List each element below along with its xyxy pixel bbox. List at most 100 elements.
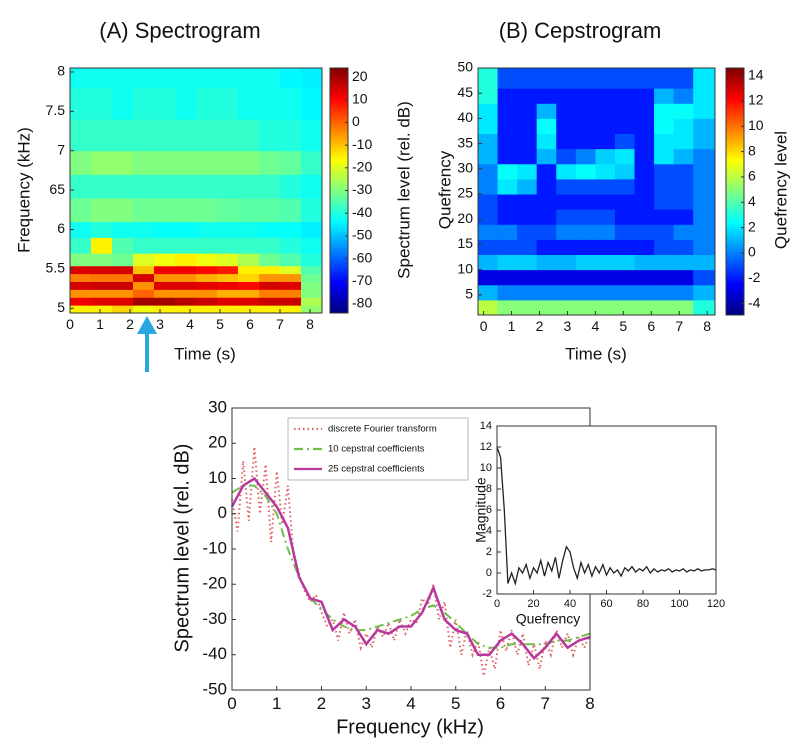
- y-tick-label: 65: [49, 181, 65, 197]
- heatmap-cell: [556, 88, 577, 104]
- x-tick-label: 6: [496, 694, 505, 713]
- heatmap-cell: [556, 178, 577, 195]
- y-tick-label: 6: [486, 504, 492, 516]
- heatmap-cell: [693, 194, 716, 210]
- heatmap-cell: [595, 68, 616, 89]
- heatmap-cell: [497, 284, 518, 301]
- heatmap-cell: [133, 174, 155, 199]
- heatmap-cell: [217, 297, 239, 306]
- heatmap-cell: [196, 221, 218, 238]
- y-tick-label: 8: [486, 483, 492, 495]
- x-tick-label: 8: [585, 694, 594, 713]
- heatmap-cell: [196, 281, 218, 290]
- heatmap-cell: [614, 209, 636, 225]
- heatmap-cell: [259, 281, 281, 290]
- series-line: [496, 446, 717, 586]
- heatmap-cell: [301, 197, 323, 223]
- heatmap-cell: [196, 87, 218, 120]
- heatmap-cell: [238, 281, 260, 290]
- heatmap-cell: [259, 68, 281, 89]
- heatmap-cell: [614, 299, 636, 316]
- heatmap-cell: [217, 281, 239, 290]
- heatmap-cell: [478, 209, 499, 225]
- heatmap-cell: [595, 88, 616, 104]
- heatmap-cell: [154, 273, 176, 282]
- heatmap-cell: [280, 237, 302, 254]
- heatmap-cell: [280, 281, 302, 290]
- x-tick-label: 0: [494, 598, 500, 610]
- colorbar-label: Spectrum level (rel. dB): [394, 101, 413, 279]
- heatmap-cell: [478, 269, 499, 286]
- heatmap-cell: [693, 178, 716, 195]
- heatmap-cell: [301, 265, 323, 275]
- heatmap-cell: [634, 269, 655, 286]
- heatmap-cell: [196, 174, 218, 199]
- heatmap-cell: [91, 305, 113, 314]
- x-tick-label: 6: [246, 316, 254, 332]
- heatmap-cell: [301, 253, 323, 267]
- heatmap-cell: [673, 194, 694, 210]
- x-tick-label: 8: [306, 316, 314, 332]
- heatmap-cell: [217, 87, 239, 120]
- heatmap-cell: [217, 305, 239, 314]
- heatmap-cell: [217, 237, 239, 254]
- y-tick-label: -20: [202, 574, 227, 593]
- heatmap-cell: [693, 224, 716, 240]
- heatmap-cell: [478, 133, 499, 150]
- heatmap-cell: [595, 194, 616, 210]
- heatmap-cell: [112, 297, 134, 306]
- x-tick-label: 0: [480, 318, 488, 334]
- heatmap-cell: [301, 150, 323, 175]
- heatmap-cell: [217, 253, 239, 267]
- y-tick-label: 45: [457, 84, 473, 100]
- heatmap-cell: [517, 239, 538, 256]
- heatmap-cell: [497, 224, 518, 240]
- heatmap-cell: [556, 163, 577, 180]
- heatmap-cell: [196, 119, 218, 152]
- heatmap-cell: [91, 237, 113, 254]
- x-tick-label: 80: [637, 598, 649, 610]
- heatmap-cell: [673, 224, 694, 240]
- heatmap-cell: [614, 178, 636, 195]
- heatmap-cell: [614, 224, 636, 240]
- heatmap-cell: [497, 133, 518, 150]
- heatmap-cell: [238, 253, 260, 267]
- heatmap-cell: [478, 163, 499, 180]
- heatmap-cell: [133, 289, 155, 298]
- heatmap-cell: [70, 221, 92, 238]
- x-tick-label: 1: [508, 318, 516, 334]
- heatmap-cell: [217, 68, 239, 89]
- heatmap-cell: [517, 254, 538, 271]
- heatmap-cell: [595, 284, 616, 301]
- heatmap-cell: [154, 150, 176, 175]
- heatmap-cell: [175, 273, 197, 282]
- heatmap-cell: [175, 68, 197, 89]
- heatmap-cell: [517, 269, 538, 286]
- heatmap-cell: [280, 197, 302, 223]
- heatmap-cell: [175, 289, 197, 298]
- heatmap-cell: [238, 273, 260, 282]
- heatmap-cell: [556, 209, 577, 225]
- heatmap-cell: [280, 150, 302, 175]
- heatmap-cell: [301, 87, 323, 120]
- heatmap-cell: [673, 209, 694, 225]
- heatmap-cell: [259, 150, 281, 175]
- time-marker-arrow: [137, 316, 157, 372]
- y-tick-label: 30: [457, 160, 473, 176]
- heatmap-cell: [517, 299, 538, 316]
- heatmap-cell: [133, 281, 155, 290]
- heatmap-cell: [575, 299, 596, 316]
- heatmap-cell: [614, 148, 636, 165]
- heatmap-cell: [497, 209, 518, 225]
- heatmap-cell: [175, 237, 197, 254]
- heatmap-cell: [634, 209, 655, 225]
- heatmap-cell: [673, 178, 694, 195]
- heatmap-cell: [634, 68, 655, 89]
- x-axis-label: Quefrency: [516, 611, 581, 627]
- y-tick-label: 0: [218, 503, 227, 522]
- heatmap-cell: [154, 221, 176, 238]
- heatmap-cell: [154, 305, 176, 314]
- y-tick-label: 20: [208, 433, 227, 452]
- heatmap-cell: [238, 174, 260, 199]
- heatmap-cell: [154, 297, 176, 306]
